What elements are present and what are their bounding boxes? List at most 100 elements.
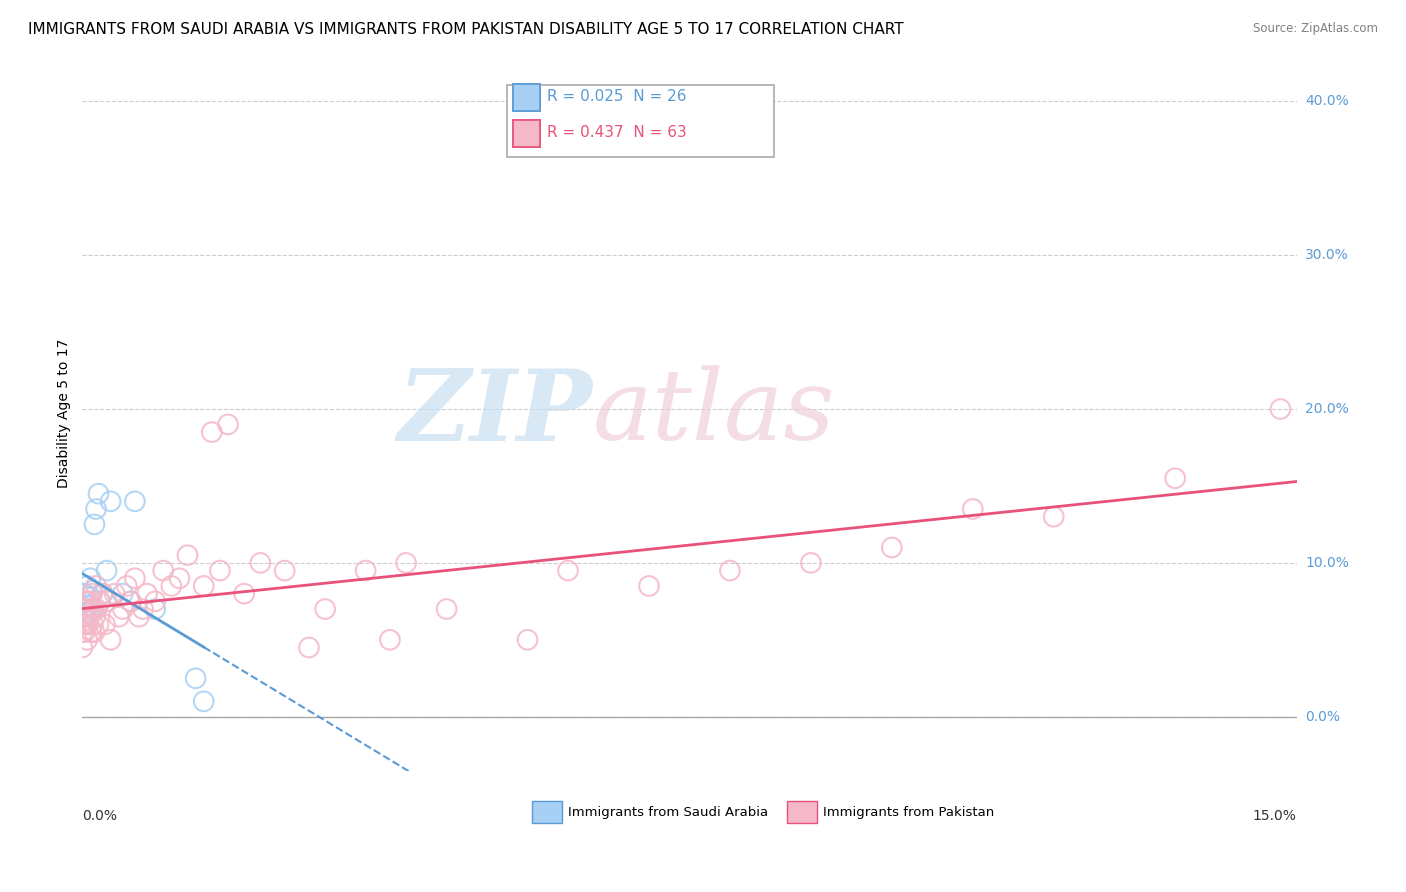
- Text: 0.0%: 0.0%: [83, 809, 117, 823]
- Point: [184, 671, 207, 685]
- Point: [73, 602, 96, 616]
- Point: [273, 564, 295, 578]
- Text: Immigrants from Pakistan: Immigrants from Pakistan: [823, 805, 994, 819]
- Text: Immigrants from Saudi Arabia: Immigrants from Saudi Arabia: [568, 805, 768, 819]
- Point: [100, 632, 122, 647]
- Text: R = 0.025  N = 26: R = 0.025 N = 26: [547, 89, 688, 104]
- Point: [1042, 509, 1064, 524]
- Point: [143, 594, 166, 608]
- Point: [160, 579, 183, 593]
- Point: [76, 579, 98, 593]
- Point: [91, 587, 114, 601]
- Point: [75, 594, 97, 608]
- Point: [79, 590, 101, 604]
- Point: [120, 594, 142, 608]
- Point: [84, 502, 107, 516]
- Point: [75, 594, 97, 608]
- Point: [77, 617, 100, 632]
- Text: 15.0%: 15.0%: [1253, 809, 1296, 823]
- Point: [314, 602, 336, 616]
- Point: [193, 694, 215, 708]
- Point: [73, 587, 96, 601]
- Point: [107, 609, 129, 624]
- Point: [132, 602, 155, 616]
- Text: IMMIGRANTS FROM SAUDI ARABIA VS IMMIGRANTS FROM PAKISTAN DISABILITY AGE 5 TO 17 : IMMIGRANTS FROM SAUDI ARABIA VS IMMIGRAN…: [28, 22, 904, 37]
- Point: [80, 625, 103, 640]
- Point: [72, 640, 94, 655]
- Point: [89, 594, 111, 608]
- Point: [800, 556, 823, 570]
- Point: [87, 617, 110, 632]
- Point: [378, 632, 401, 647]
- Text: 10.0%: 10.0%: [1305, 556, 1348, 570]
- Text: ZIP: ZIP: [398, 365, 592, 461]
- Point: [176, 548, 198, 562]
- Point: [152, 564, 174, 578]
- Point: [79, 609, 101, 624]
- Point: [94, 617, 117, 632]
- Point: [516, 632, 538, 647]
- Point: [124, 571, 146, 585]
- Point: [298, 640, 321, 655]
- Point: [82, 583, 104, 598]
- Point: [436, 602, 458, 616]
- Point: [638, 579, 661, 593]
- Point: [83, 602, 105, 616]
- Point: [1164, 471, 1187, 485]
- Point: [143, 602, 166, 616]
- Point: [80, 587, 103, 601]
- Point: [111, 602, 134, 616]
- Text: 40.0%: 40.0%: [1305, 95, 1348, 108]
- Text: 20.0%: 20.0%: [1305, 402, 1348, 416]
- Point: [89, 594, 111, 608]
- FancyBboxPatch shape: [508, 86, 775, 157]
- Point: [115, 579, 138, 593]
- Point: [83, 625, 105, 640]
- Point: [72, 594, 94, 608]
- Text: 0.0%: 0.0%: [1305, 710, 1340, 723]
- Point: [169, 571, 191, 585]
- Point: [72, 625, 94, 640]
- Bar: [513, 120, 540, 146]
- Point: [208, 564, 231, 578]
- Point: [77, 602, 100, 616]
- Text: R = 0.437  N = 63: R = 0.437 N = 63: [547, 125, 688, 140]
- Point: [80, 602, 103, 616]
- Point: [104, 587, 127, 601]
- Point: [193, 579, 215, 593]
- Point: [77, 599, 100, 613]
- Point: [76, 632, 98, 647]
- Point: [96, 594, 118, 608]
- Point: [124, 494, 146, 508]
- Y-axis label: Disability Age 5 to 17: Disability Age 5 to 17: [58, 338, 72, 488]
- Bar: [786, 801, 817, 822]
- Point: [962, 502, 984, 516]
- Point: [75, 617, 97, 632]
- Point: [557, 564, 579, 578]
- Point: [395, 556, 418, 570]
- Point: [87, 486, 110, 500]
- Point: [73, 602, 96, 616]
- Point: [201, 425, 224, 439]
- Point: [77, 605, 100, 619]
- Point: [217, 417, 239, 432]
- Point: [128, 609, 150, 624]
- Point: [79, 571, 101, 585]
- Point: [84, 579, 107, 593]
- Point: [136, 587, 159, 601]
- Point: [249, 556, 271, 570]
- Point: [73, 625, 96, 640]
- Text: 30.0%: 30.0%: [1305, 248, 1348, 262]
- Point: [84, 609, 107, 624]
- Point: [96, 564, 118, 578]
- Point: [718, 564, 741, 578]
- Point: [233, 587, 256, 601]
- Point: [79, 594, 101, 608]
- Point: [72, 617, 94, 632]
- Point: [880, 541, 903, 555]
- Point: [120, 594, 142, 608]
- Point: [111, 587, 134, 601]
- Point: [82, 617, 104, 632]
- Text: atlas: atlas: [592, 365, 835, 460]
- Point: [83, 517, 105, 532]
